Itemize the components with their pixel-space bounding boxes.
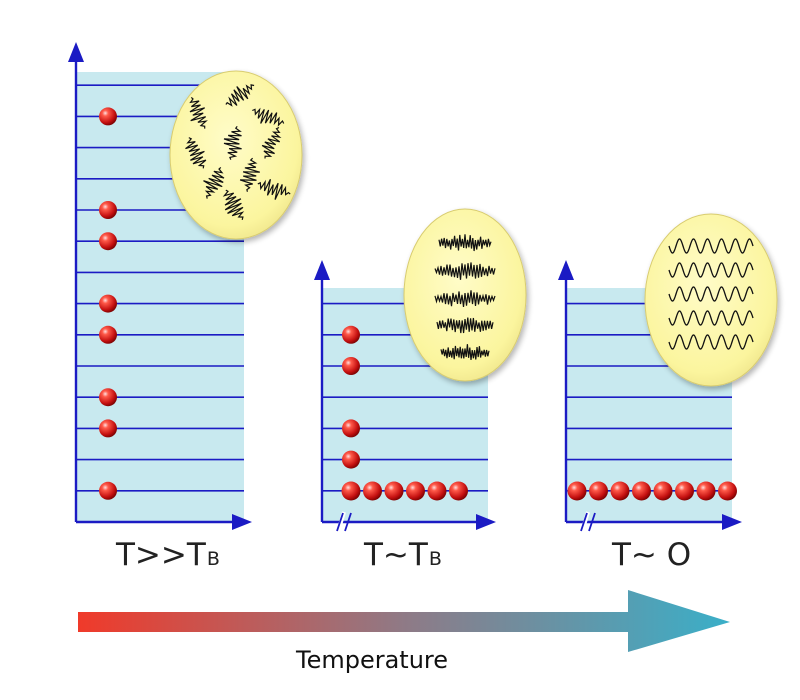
ground-state-particle (427, 481, 447, 501)
particle (99, 419, 117, 438)
noisy-wave-trace (438, 234, 492, 252)
wave-packet-trace (222, 189, 245, 221)
energy-diagram-zero-temperature (558, 213, 778, 533)
particle (99, 481, 117, 500)
wave-packet-trace (261, 126, 282, 159)
ground-state-particle (406, 481, 425, 501)
axis-break-mark (580, 512, 588, 532)
baseline-axis-arrowhead (232, 514, 252, 530)
baseline-axis-arrowhead (476, 514, 496, 530)
particle (342, 419, 360, 438)
particle (342, 450, 360, 469)
ground-state-particle (567, 481, 587, 501)
energy-diagram-near-transition (314, 208, 527, 533)
noisy-wave-trace (434, 290, 496, 307)
ground-state-particle (653, 481, 673, 501)
axis-break-mark (336, 512, 344, 532)
particle (99, 201, 117, 219)
temperature-label: Temperature (296, 646, 449, 674)
noisy-wave-trace (440, 344, 490, 360)
energy-diagram-high-temperature (68, 42, 303, 530)
temperature-arrow (78, 590, 730, 652)
axis-break-mark (344, 512, 352, 532)
label-near-transition: T∼TB (364, 537, 442, 573)
energy-axis-arrowhead (558, 260, 574, 280)
label-high-temperature: T>>TB (116, 537, 220, 573)
particle (342, 325, 360, 344)
noisy-wave-trace (436, 317, 494, 334)
ground-state-particle (675, 481, 694, 501)
ground-state-particle (363, 481, 382, 501)
noisy-wave-trace (434, 262, 496, 280)
inset-ellipse (169, 70, 303, 240)
ground-state-particle (718, 481, 737, 501)
coherent-wave-trace (668, 310, 754, 326)
particle (99, 294, 117, 313)
wavefunction-inset (644, 213, 778, 387)
wave-packet-trace (257, 179, 291, 200)
coherent-wave-trace (668, 286, 754, 302)
inset-ellipse (644, 213, 778, 387)
particle (99, 388, 117, 407)
wave-packet-trace (203, 166, 225, 199)
ground-state-particle (610, 481, 630, 501)
ground-state-particle (341, 481, 361, 501)
wave-packet-trace (239, 157, 260, 192)
label-zero-temperature: T∼ O (612, 537, 692, 573)
particle (99, 107, 117, 126)
wave-packet-trace (225, 84, 255, 107)
ground-state-particle (384, 481, 404, 501)
energy-axis-arrowhead (68, 42, 84, 62)
wave-packet-trace (252, 107, 285, 127)
particle (99, 232, 117, 251)
axis-break-mark (588, 512, 596, 532)
particle (99, 325, 117, 344)
coherent-wave-trace (668, 238, 754, 254)
energy-axis-arrowhead (314, 260, 330, 280)
ground-state-particle (449, 481, 468, 501)
ground-state-particle (632, 481, 651, 501)
coherent-wave-trace (668, 334, 754, 350)
wave-packet-trace (185, 137, 207, 169)
wavefunction-inset (403, 208, 527, 382)
coherent-wave-trace (668, 262, 754, 278)
particle (342, 357, 360, 375)
ground-state-particle (696, 481, 716, 501)
wave-packet-trace (189, 96, 208, 129)
wavefunction-inset (169, 70, 303, 240)
baseline-axis-arrowhead (722, 514, 742, 530)
wave-packet-trace (223, 125, 242, 160)
ground-state-particle (589, 481, 608, 501)
